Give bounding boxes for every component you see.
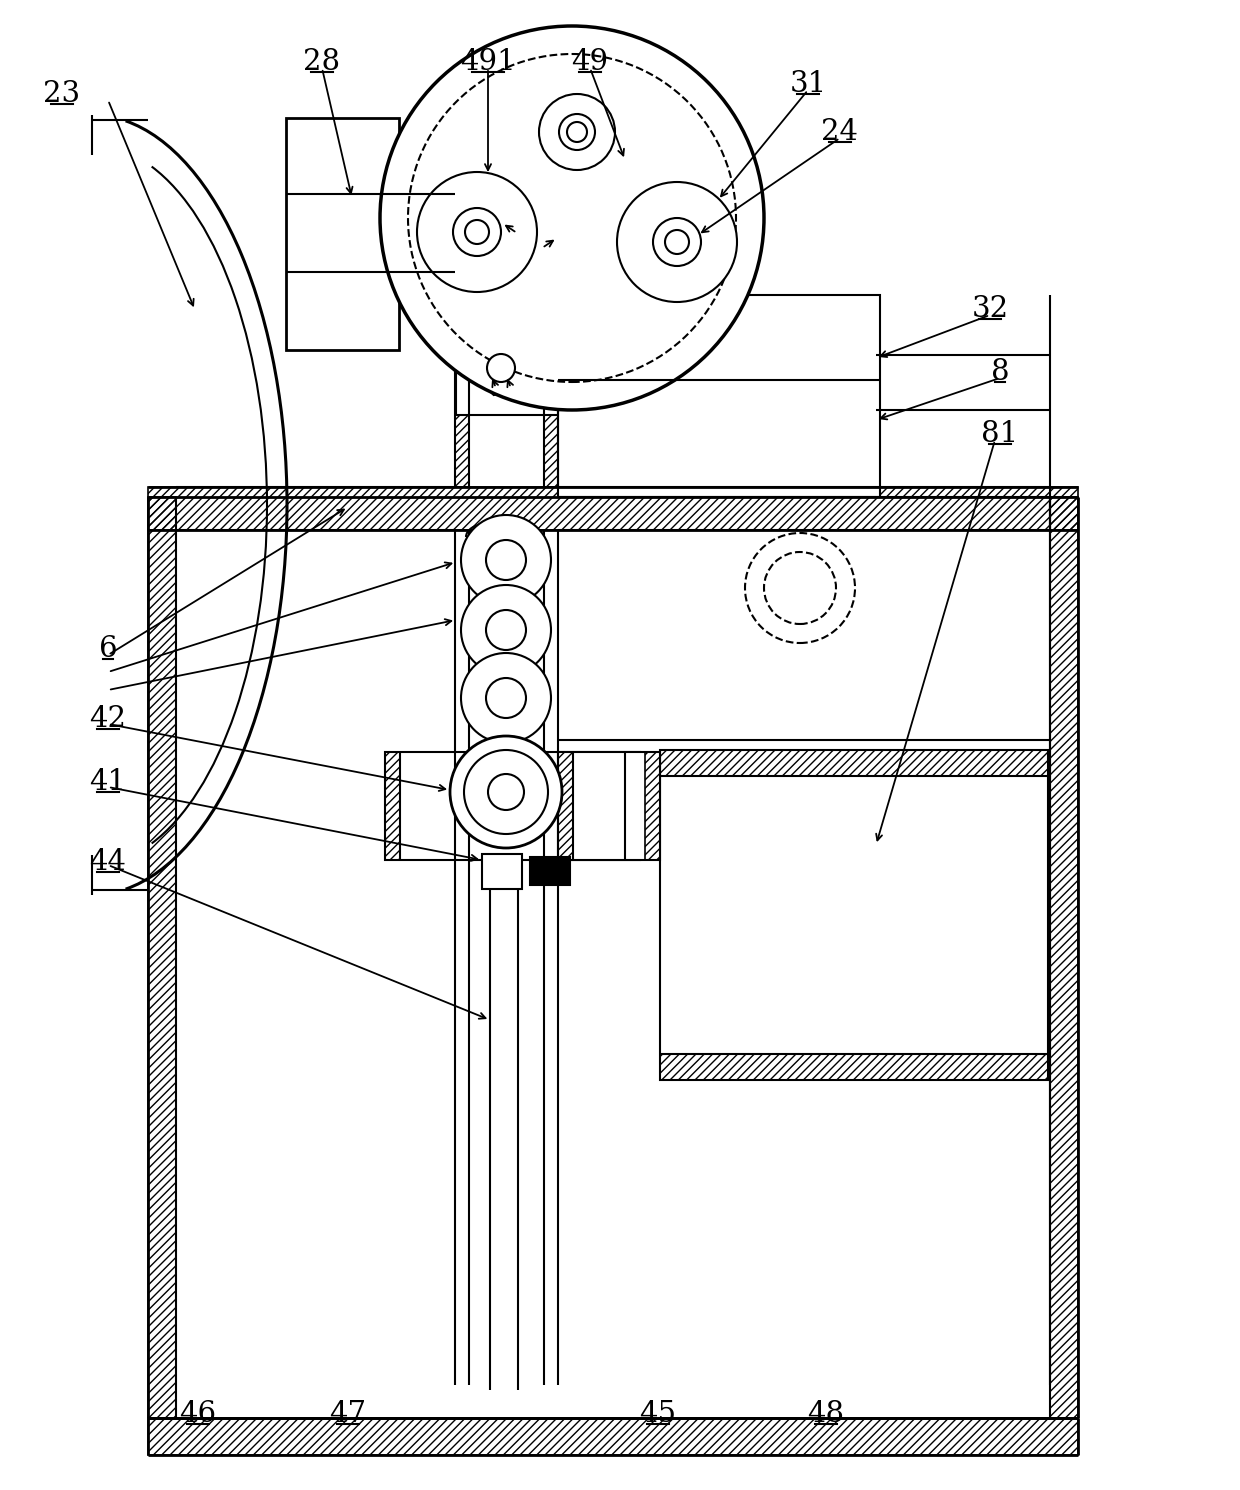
Bar <box>529 857 570 885</box>
Text: 28: 28 <box>304 48 341 76</box>
Circle shape <box>486 539 526 580</box>
Bar <box>558 752 573 860</box>
Bar <box>286 118 399 350</box>
Circle shape <box>461 586 551 675</box>
Circle shape <box>559 115 595 150</box>
Bar <box>645 752 660 860</box>
Circle shape <box>465 221 489 244</box>
Text: 45: 45 <box>640 1401 677 1427</box>
Bar <box>455 340 469 487</box>
Text: 8: 8 <box>991 358 1009 386</box>
Circle shape <box>665 229 689 253</box>
Bar <box>148 1418 1078 1456</box>
Text: 6: 6 <box>99 635 118 663</box>
Bar <box>148 498 176 1418</box>
Text: 23: 23 <box>43 80 81 107</box>
Circle shape <box>486 678 526 718</box>
Bar <box>625 752 640 860</box>
Bar <box>660 749 1048 1080</box>
Circle shape <box>461 516 551 605</box>
Bar <box>558 295 880 498</box>
Text: 48: 48 <box>807 1401 844 1427</box>
Circle shape <box>379 25 764 410</box>
Circle shape <box>653 218 701 267</box>
Circle shape <box>487 355 515 381</box>
Bar <box>1050 498 1078 1418</box>
Ellipse shape <box>538 231 565 273</box>
Bar <box>544 340 558 487</box>
Circle shape <box>417 171 537 292</box>
Circle shape <box>464 749 548 834</box>
Circle shape <box>567 122 587 142</box>
Bar <box>384 752 640 860</box>
Bar <box>384 752 401 860</box>
Bar <box>456 295 559 416</box>
Circle shape <box>453 209 501 256</box>
Text: 491: 491 <box>460 48 516 76</box>
Bar <box>660 749 1048 776</box>
Text: 81: 81 <box>981 420 1018 448</box>
Text: 24: 24 <box>821 118 858 146</box>
Text: 49: 49 <box>572 48 609 76</box>
Text: 41: 41 <box>89 767 126 796</box>
Text: 32: 32 <box>971 295 1008 323</box>
Text: 31: 31 <box>790 70 827 98</box>
Bar <box>558 752 660 860</box>
Bar <box>148 487 1078 530</box>
Text: 46: 46 <box>180 1401 217 1427</box>
Bar <box>660 1053 1048 1080</box>
Circle shape <box>450 736 562 848</box>
Circle shape <box>618 182 737 302</box>
Circle shape <box>489 773 525 811</box>
Text: 44: 44 <box>89 848 126 876</box>
Bar <box>482 854 522 890</box>
Circle shape <box>745 533 856 644</box>
Text: 47: 47 <box>330 1401 367 1427</box>
Circle shape <box>764 551 836 624</box>
Circle shape <box>461 653 551 744</box>
Text: 42: 42 <box>89 705 126 733</box>
Circle shape <box>408 54 737 381</box>
Circle shape <box>486 609 526 650</box>
Circle shape <box>539 94 615 170</box>
